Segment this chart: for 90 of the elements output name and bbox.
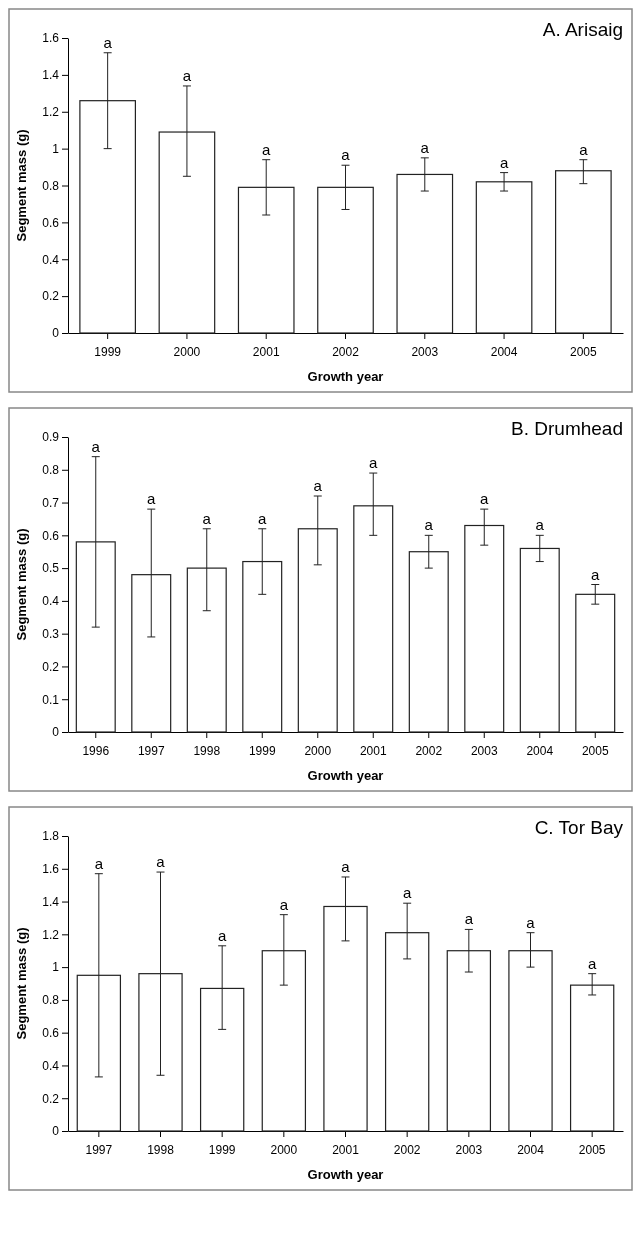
annotation: a <box>156 853 166 871</box>
annotation: a <box>94 854 104 872</box>
x-tick-label: 2000 <box>304 744 332 759</box>
annotation: a <box>591 565 601 583</box>
annotation: a <box>341 857 351 875</box>
x-tick-label: 2000 <box>270 1143 298 1158</box>
annotation: a <box>535 516 545 534</box>
x-tick-label: 1998 <box>193 744 221 759</box>
y-tick-label: 0.3 <box>42 627 60 642</box>
y-tick-label: 0.2 <box>42 1091 60 1106</box>
y-tick-label: 0.4 <box>42 252 60 267</box>
x-tick-label: 2004 <box>517 1143 545 1158</box>
annotation: a <box>587 954 597 972</box>
x-tick-label: 2000 <box>173 345 201 360</box>
x-tick-label: 2003 <box>411 345 439 360</box>
x-tick-label: 1999 <box>248 744 276 759</box>
y-tick-label: 0 <box>52 1124 60 1139</box>
y-tick-label: 1.6 <box>42 31 60 46</box>
x-tick-label: 2001 <box>359 744 387 759</box>
y-tick-label: 0.7 <box>42 495 60 510</box>
y-axis-title: Segment mass (g) <box>14 927 29 1040</box>
x-tick-label: 1997 <box>85 1143 113 1158</box>
y-tick-label: 0.9 <box>42 430 60 445</box>
annotation: a <box>279 895 289 913</box>
annotation: a <box>341 146 351 164</box>
annotation: a <box>499 153 509 171</box>
y-tick-label: 0.2 <box>42 659 60 674</box>
y-axis-title: Segment mass (g) <box>14 528 29 641</box>
annotation: a <box>258 509 268 527</box>
annotation: a <box>464 910 474 928</box>
x-tick-label: 2003 <box>470 744 498 759</box>
y-tick-label: 1 <box>52 960 60 975</box>
x-tick-label: 1999 <box>208 1143 236 1158</box>
annotation: a <box>91 437 101 455</box>
x-tick-label: 1996 <box>82 744 110 759</box>
annotation: a <box>480 490 490 508</box>
x-tick-label: 2002 <box>415 744 443 759</box>
x-tick-label: 2005 <box>581 744 609 759</box>
x-axis-title: Growth year <box>307 369 384 384</box>
x-tick-label: 1997 <box>137 744 165 759</box>
x-tick-label: 2001 <box>252 345 280 360</box>
y-tick-label: 0.4 <box>42 594 60 609</box>
x-axis-title: Growth year <box>307 1167 384 1182</box>
annotation: a <box>420 138 430 156</box>
chart-title: C. Tor Bay <box>534 817 624 838</box>
annotation: a <box>526 913 536 931</box>
y-tick-label: 1.2 <box>42 105 60 120</box>
x-tick-label: 2002 <box>393 1143 421 1158</box>
y-tick-label: 0.8 <box>42 993 60 1008</box>
annotation: a <box>402 884 412 902</box>
x-tick-label: 2004 <box>490 345 518 360</box>
x-tick-label: 2005 <box>578 1143 606 1158</box>
y-tick-label: 0.6 <box>42 215 60 230</box>
y-tick-label: 1.2 <box>42 927 60 942</box>
x-axis-title: Growth year <box>307 768 384 783</box>
y-tick-label: 1.4 <box>42 68 60 83</box>
annotation: a <box>182 66 192 84</box>
y-tick-label: 0 <box>52 326 60 341</box>
annotation: a <box>202 509 212 527</box>
y-tick-label: 0.8 <box>42 178 60 193</box>
y-tick-label: 0.6 <box>42 1026 60 1041</box>
y-tick-label: 1 <box>52 141 60 156</box>
annotation: a <box>424 516 434 534</box>
x-tick-label: 2004 <box>526 744 554 759</box>
annotation: a <box>313 477 323 494</box>
annotation: a <box>262 140 272 158</box>
y-tick-label: 0.6 <box>42 528 60 543</box>
x-tick-label: 2002 <box>332 345 360 360</box>
y-tick-label: 0.4 <box>42 1058 60 1073</box>
x-tick-label: 2003 <box>455 1143 483 1158</box>
y-axis-title: Segment mass (g) <box>14 129 29 242</box>
chart-title: A. Arisaig <box>542 19 623 40</box>
y-tick-label: 1.4 <box>42 894 60 909</box>
x-tick-label: 2001 <box>332 1143 360 1158</box>
annotation: a <box>579 140 589 158</box>
y-tick-label: 1.6 <box>42 862 60 877</box>
y-tick-label: 1.8 <box>42 829 60 844</box>
x-tick-label: 1999 <box>94 345 122 360</box>
annotation: a <box>369 454 379 472</box>
annotation: a <box>147 490 157 508</box>
y-tick-label: 0.1 <box>42 692 60 707</box>
y-tick-label: 0.5 <box>42 561 60 576</box>
chart-title: B. Drumhead <box>511 418 623 439</box>
annotation: a <box>103 33 113 51</box>
annotation: a <box>217 926 227 944</box>
y-tick-label: 0.2 <box>42 289 60 304</box>
y-tick-label: 0.8 <box>42 463 60 478</box>
x-tick-label: 2005 <box>570 345 598 360</box>
x-tick-label: 1998 <box>147 1143 175 1158</box>
y-tick-label: 0 <box>52 725 60 740</box>
